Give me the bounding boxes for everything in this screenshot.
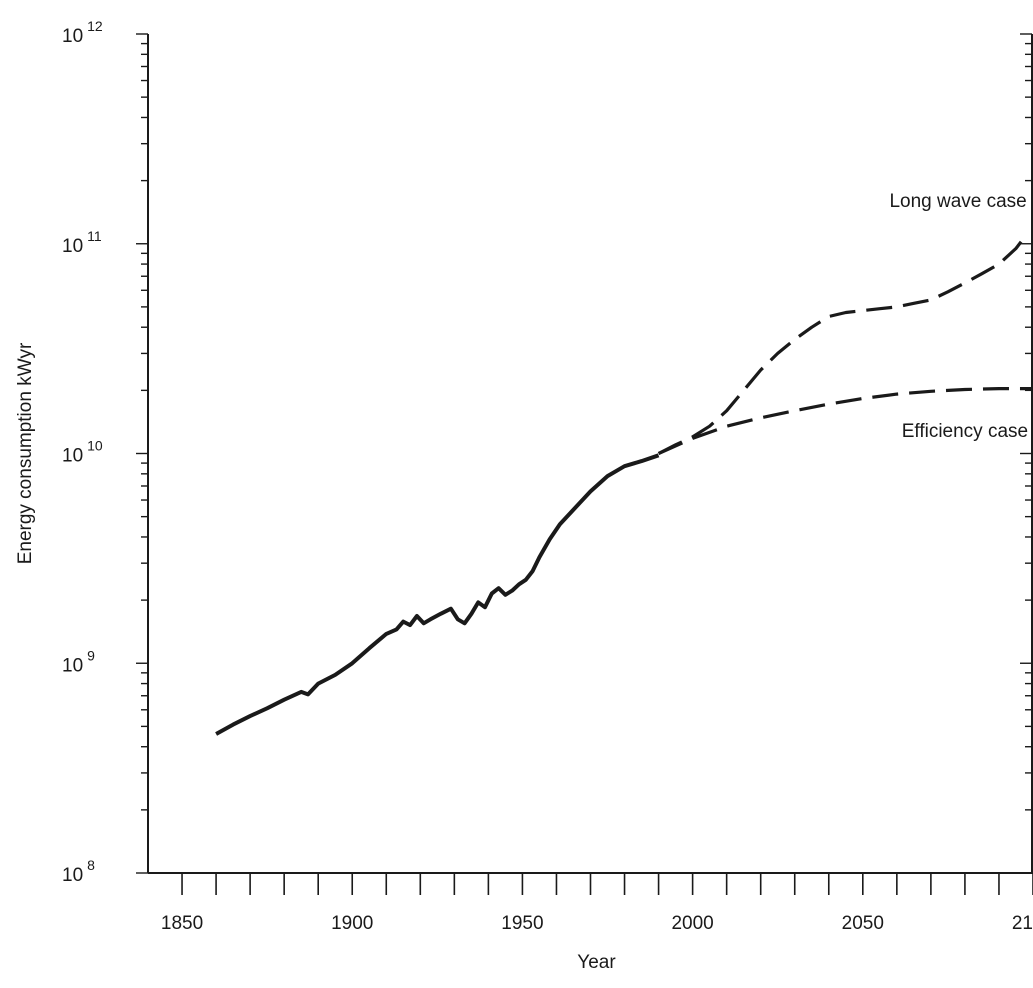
series-long-wave-case	[657, 234, 1028, 455]
series-historical	[215, 453, 660, 736]
x-tick-label: 2050	[842, 913, 884, 934]
x-tick-label: 2100	[1012, 913, 1033, 934]
x-tick-label: 2000	[671, 913, 713, 934]
series-efficiency-case	[657, 387, 1033, 455]
y-tick-label: 10 10	[62, 438, 103, 467]
y-tick-label: 10 11	[62, 228, 102, 257]
x-tick-label: 1950	[501, 913, 543, 934]
annotation-label: Efficiency case	[902, 421, 1028, 442]
x-tick-label: 1850	[161, 913, 203, 934]
annotations: Long wave case Efficiency case	[889, 191, 1028, 442]
tick-marks	[136, 33, 1033, 895]
annotation-label: Long wave case	[889, 191, 1026, 212]
y-tick-label: 10 12	[62, 18, 103, 47]
y-axis-title: Energy consumption kWyr	[15, 342, 36, 564]
x-axis-title: Year	[577, 952, 616, 973]
y-tick-label: 10 9	[62, 647, 95, 676]
x-tick-label: 1900	[331, 913, 373, 934]
y-tick-label: 10 8	[62, 857, 95, 886]
chart-axes	[147, 34, 1033, 874]
series-layer	[215, 234, 1033, 736]
